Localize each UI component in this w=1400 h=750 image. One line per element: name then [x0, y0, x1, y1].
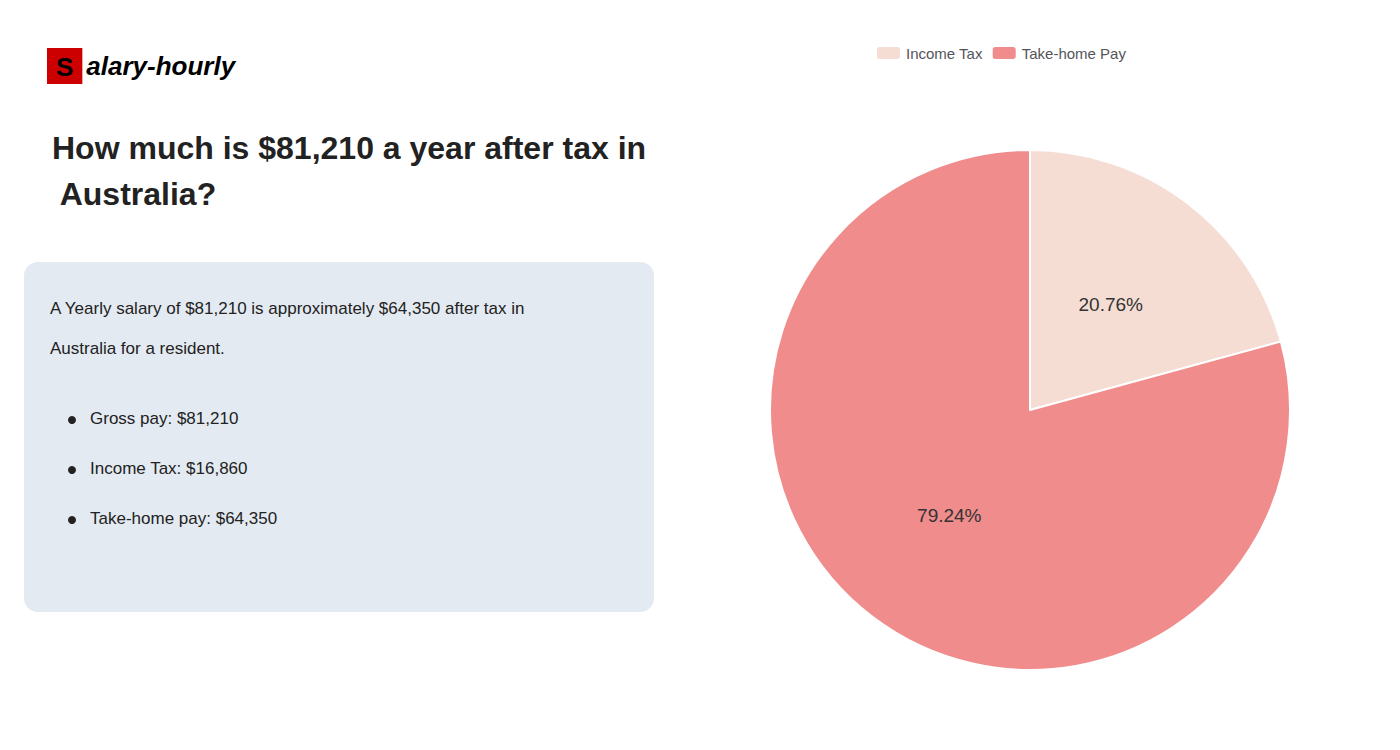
svg-text:alary-hourly: alary-hourly: [86, 51, 236, 81]
svg-text:Income Tax: $16,860: Income Tax: $16,860: [90, 459, 248, 478]
svg-text:20.76%: 20.76%: [1078, 294, 1143, 315]
svg-text:A Yearly salary of $81,210 is: A Yearly salary of $81,210 is approximat…: [50, 299, 524, 318]
svg-text:79.24%: 79.24%: [917, 505, 982, 526]
svg-text:Australia for a resident.: Australia for a resident.: [50, 339, 225, 358]
svg-text:Australia?: Australia?: [52, 176, 216, 212]
svg-text:Take-home pay: $64,350: Take-home pay: $64,350: [90, 509, 277, 528]
svg-text:Gross pay: $81,210: Gross pay: $81,210: [90, 409, 238, 428]
svg-text:How much is $81,210 a year aft: How much is $81,210 a year after tax in: [52, 130, 646, 166]
svg-text:Take-home Pay: Take-home Pay: [1022, 45, 1127, 62]
svg-text:Income Tax: Income Tax: [906, 45, 983, 62]
svg-text:S: S: [56, 52, 73, 82]
